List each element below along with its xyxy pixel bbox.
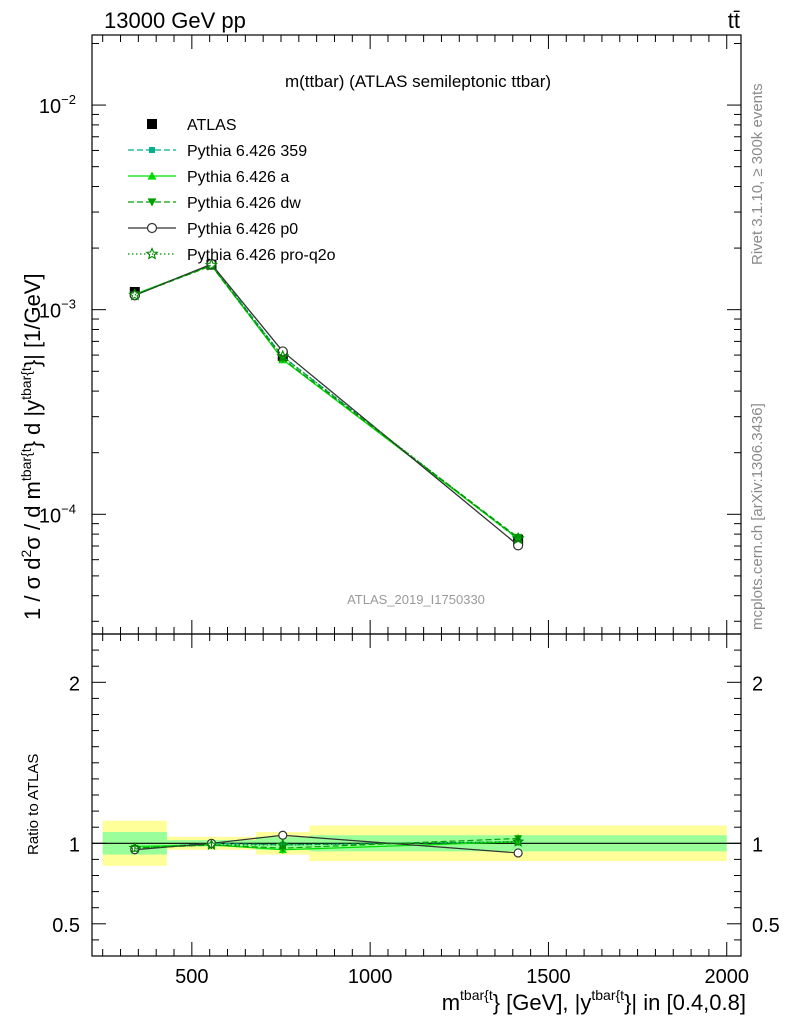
series-marker-main-4 [128,288,142,301]
series-line-ratio-1 [134,841,519,851]
y-ratio-tick-label-right: 2 [752,673,763,695]
series-marker-ratio-3 [278,830,288,840]
x-tick-label: 1500 [526,966,571,988]
series-marker-main-2 [513,533,523,543]
y-axis-label-ratio: Ratio to ATLAS [25,754,42,855]
header-process-label: tt̄ [728,8,740,33]
series-line-ratio-4 [134,841,519,849]
legend-label: Pythia 6.426 pro-q2o [187,247,336,264]
series-line-ratio-3 [134,834,519,854]
header-energy-label: 13000 GeV pp [104,8,246,33]
rivet-version-label: Rivet 3.1.10, ≥ 300k events [749,83,766,265]
mcplots-label: mcplots.cern.ch [arXiv:1306.3436] [749,403,766,630]
series-line-main-4 [134,264,519,540]
x-axis-label: mtbar{t} [GeV], |ytbar{t}| in [0.4,0.8] [442,987,746,1015]
legend-marker [149,147,155,153]
tick-labels: 500 1000 1500 2000 10−2 10−3 10−4 2 2 1 1 0.5 0.5 [39,92,780,988]
legend-marker [147,119,157,129]
legend-marker [147,171,157,180]
y-ratio-tick-label-right: 1 [752,834,763,856]
legend-marker [146,222,158,234]
x-tick-label: 500 [175,966,208,988]
series-marker-main-4 [276,349,290,363]
series-marker-ratio-4 [276,838,289,851]
y-axis-label-main: 1 / σ d2σ / d mtbar{t} d |ytbar{t}| [1/G… [18,273,45,620]
chart-title: m(ttbar) (ATLAS semileptonic ttbar) [285,72,551,91]
y-ratio-tick-label-left: 0.5 [52,915,80,937]
series-marker-ratio-4 [205,838,218,851]
y-ratio-tick-label-right: 0.5 [752,915,780,937]
ratio-series [128,830,525,858]
series-marker-main-4 [204,258,219,271]
legend-marker [145,247,159,260]
series-line-main-2 [134,264,519,539]
y-ratio-tick-label-left: 2 [69,673,80,695]
series-marker-ratio-3 [513,848,523,858]
y-main-tick-label: 10−4 [39,501,76,527]
legend-marker [147,198,157,207]
legend-label: Pythia 6.426 359 [187,143,307,160]
legend-label: Pythia 6.426 a [187,169,289,186]
main-series [128,258,525,551]
x-tick-label: 2000 [704,966,749,988]
series-marker-main-4 [511,531,525,545]
legend: ATLAS Pythia 6.426 359 Pythia 6.426 a Pythi… [128,117,336,264]
y-main-tick-label: 10−2 [39,92,76,118]
legend-label: Pythia 6.426 dw [187,195,301,212]
y-ratio-tick-label-left: 1 [69,834,80,856]
analysis-watermark: ATLAS_2019_I1750330 [347,592,485,607]
ratio-plot-frame [91,633,742,957]
y-main-tick-label: 10−3 [39,297,76,323]
series-marker-ratio-4 [512,835,525,847]
series-line-main-3 [134,263,519,546]
x-tick-label: 1000 [348,966,393,988]
series-marker-ratio-4 [128,841,141,854]
legend-label: Pythia 6.426 p0 [187,221,298,238]
axis-ticks [92,35,741,956]
legend-label: ATLAS [187,117,237,134]
